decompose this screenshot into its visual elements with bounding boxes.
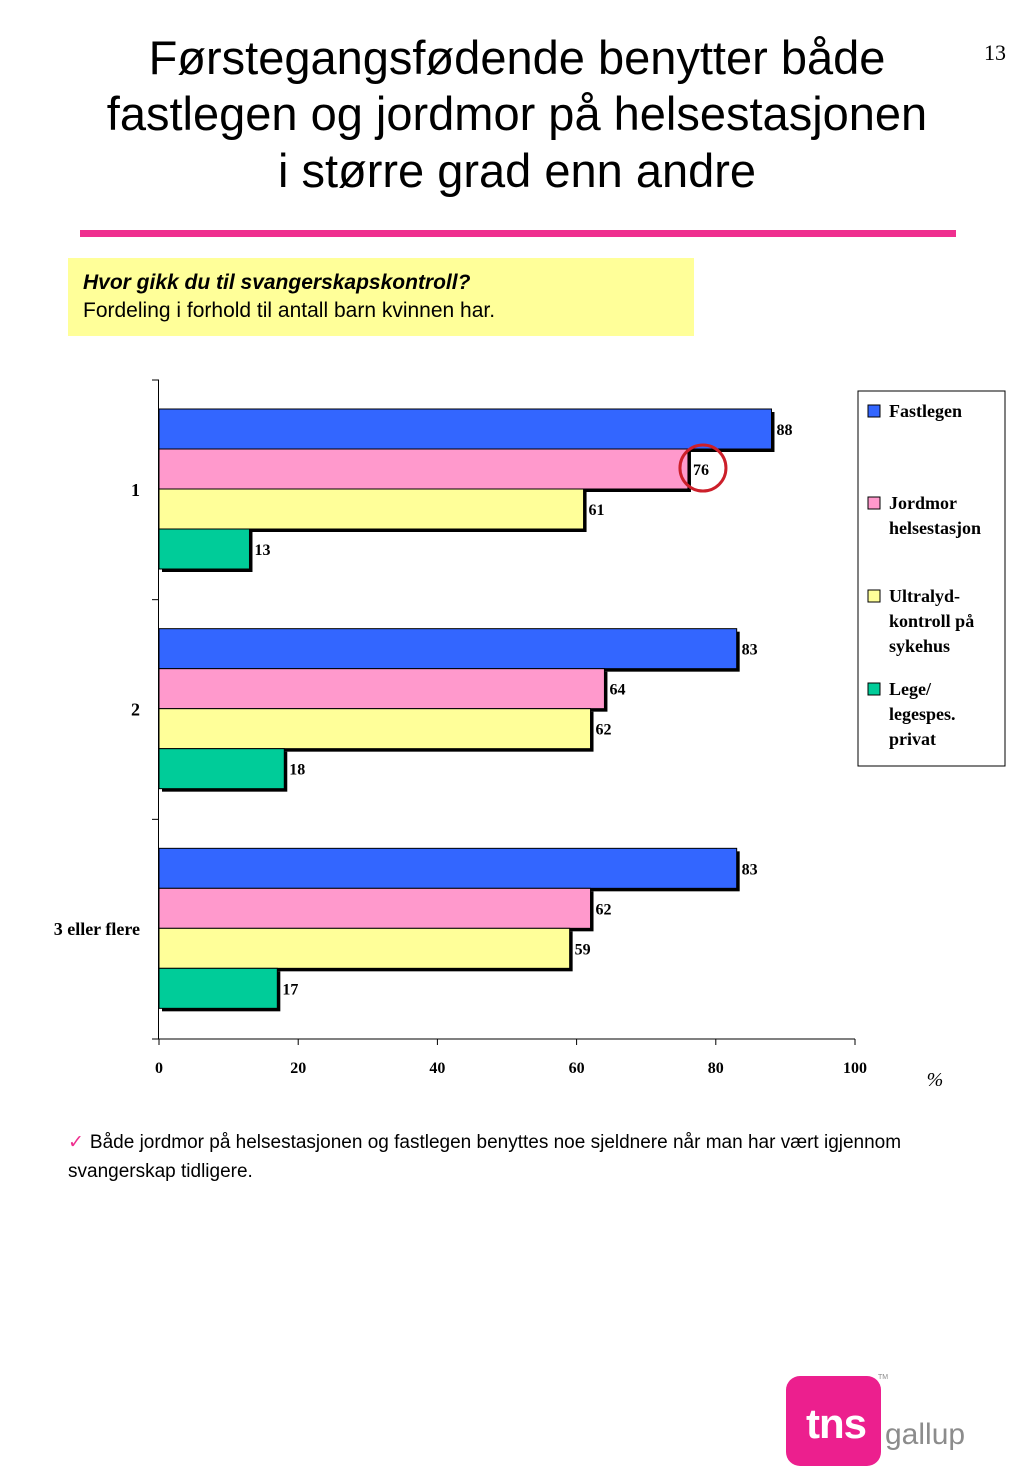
bar bbox=[158, 448, 689, 490]
tns-gallup-logo: tns TM gallup bbox=[786, 1372, 966, 1468]
bar-chart: 0 20 40 60 80 100% 1 88 76 61 13 2 83 64 62 18 3 eller f… bbox=[54, 379, 1006, 1091]
legend-label: privat bbox=[889, 729, 936, 749]
title-line-1: Førstegangsfødende benytter både bbox=[148, 31, 886, 84]
data-label: 62 bbox=[596, 901, 612, 918]
x-axis-label: % bbox=[927, 1069, 944, 1091]
data-label: 18 bbox=[289, 762, 305, 779]
data-label: 17 bbox=[282, 981, 298, 998]
data-label: 76 bbox=[693, 462, 709, 479]
bar bbox=[158, 708, 592, 750]
legend-swatch bbox=[867, 496, 881, 510]
bar bbox=[158, 887, 592, 929]
highlight-circle bbox=[678, 443, 728, 493]
checkmark-icon: ✓ bbox=[68, 1132, 84, 1153]
category-label: 2 bbox=[131, 700, 140, 720]
data-label: 62 bbox=[596, 722, 612, 739]
data-label: 13 bbox=[254, 542, 270, 559]
legend-label: sykehus bbox=[889, 636, 950, 656]
logo-badge bbox=[786, 1376, 881, 1466]
bar bbox=[158, 967, 278, 1009]
x-tick-label: 0 bbox=[155, 1060, 163, 1077]
x-tick-label: 80 bbox=[708, 1060, 724, 1077]
x-tick-label: 40 bbox=[429, 1060, 445, 1077]
question-box: Hvor gikk du til svangerskapskontroll? F… bbox=[68, 258, 694, 336]
legend-label: Jordmor bbox=[889, 493, 957, 513]
bar bbox=[158, 668, 605, 710]
legend-label: Lege/ bbox=[889, 679, 932, 699]
legend-label: helsestasjon bbox=[889, 518, 981, 538]
logo-tns-text: tns bbox=[806, 1400, 867, 1447]
legend-label: Fastlegen bbox=[889, 401, 962, 421]
question-subheading: Fordeling i forhold til antall barn kvin… bbox=[83, 299, 496, 322]
question-heading: Hvor gikk du til svangerskapskontroll? bbox=[83, 271, 471, 294]
legend-swatch bbox=[867, 404, 881, 418]
bar bbox=[158, 927, 571, 969]
data-label: 83 bbox=[742, 861, 758, 878]
title-line-2: fastlegen og jordmor på helsestasjonen bbox=[106, 87, 928, 141]
bar bbox=[158, 528, 250, 570]
logo-trademark: TM bbox=[878, 1374, 889, 1381]
data-label: 59 bbox=[575, 941, 591, 958]
legend-label: legespes. bbox=[889, 704, 956, 724]
x-tick-label: 60 bbox=[569, 1060, 585, 1077]
legend-label: Ultralyd- bbox=[889, 586, 960, 606]
logo-gallup-text: gallup bbox=[885, 1418, 966, 1451]
x-tick-label: 100 bbox=[843, 1060, 867, 1077]
legend-box bbox=[857, 390, 1006, 767]
bar bbox=[158, 408, 772, 450]
data-label: 88 bbox=[776, 422, 792, 439]
legend-label: kontroll på bbox=[889, 611, 974, 631]
bar bbox=[158, 748, 285, 790]
page-number: 13 bbox=[984, 40, 1006, 65]
bar bbox=[158, 628, 738, 670]
data-label: 64 bbox=[609, 682, 625, 699]
legend-swatch bbox=[867, 589, 881, 603]
category-label: 1 bbox=[131, 480, 140, 500]
footnote-text: Både jordmor på helsestasjonen og fastle… bbox=[68, 1132, 902, 1182]
data-label: 83 bbox=[742, 642, 758, 659]
category-label: 3 eller flere bbox=[54, 919, 140, 939]
title-line-3: i større grad enn andre bbox=[277, 143, 757, 197]
bar bbox=[158, 847, 738, 889]
legend-swatch bbox=[867, 682, 881, 696]
bar bbox=[158, 488, 585, 530]
x-tick-label: 20 bbox=[290, 1060, 306, 1077]
slide-title: Førstegangsfødende benytter både fastleg… bbox=[30, 30, 1004, 199]
title-divider bbox=[80, 230, 956, 237]
data-label: 61 bbox=[589, 502, 605, 519]
footnote: ✓ Både jordmor på helsestasjonen og fastl… bbox=[68, 1128, 968, 1186]
